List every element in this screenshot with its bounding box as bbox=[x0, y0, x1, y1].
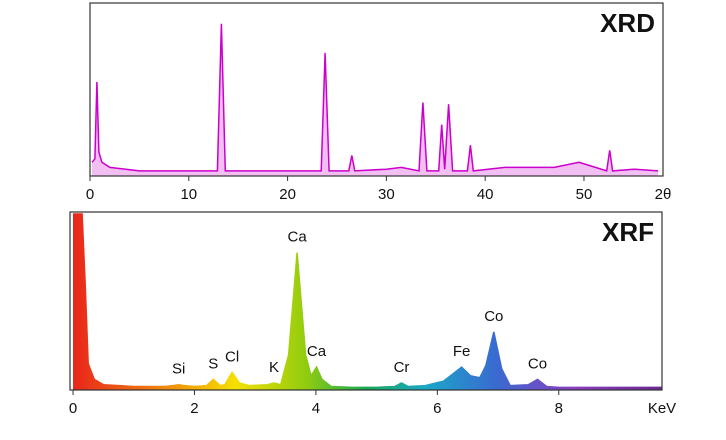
peak-label: Ca bbox=[307, 343, 327, 360]
spectrum-line bbox=[91, 23, 659, 172]
peak-label: S bbox=[208, 355, 218, 372]
chart-title: XRD bbox=[600, 8, 655, 38]
area-fill bbox=[73, 214, 662, 390]
x-tick-label: 10 bbox=[180, 186, 197, 203]
peak-label: K bbox=[269, 359, 279, 376]
x-tick-label: 0 bbox=[86, 186, 94, 203]
peak-label: Cr bbox=[394, 359, 410, 376]
peak-label: Co bbox=[528, 355, 547, 372]
x-tick-label: 30 bbox=[378, 186, 395, 203]
x-tick-label: 2 bbox=[190, 400, 198, 417]
x-axis-label: 2θ bbox=[655, 186, 672, 203]
x-tick-label: 8 bbox=[555, 400, 563, 417]
x-tick-label: 4 bbox=[312, 400, 320, 417]
x-tick-label: 40 bbox=[477, 186, 494, 203]
peak-label: Si bbox=[172, 361, 185, 378]
plot-frame bbox=[69, 211, 663, 391]
peak-label: Cl bbox=[225, 348, 239, 365]
x-tick-label: 6 bbox=[433, 400, 441, 417]
x-tick-label: 0 bbox=[69, 400, 77, 417]
peak-label: Ca bbox=[287, 229, 307, 246]
area-fill bbox=[91, 23, 659, 176]
x-tick-label: 20 bbox=[279, 186, 296, 203]
peak-label: Co bbox=[484, 308, 503, 325]
x-axis-label: KeV bbox=[648, 400, 676, 417]
plot-frame bbox=[89, 2, 664, 177]
chart-title: XRF bbox=[602, 217, 654, 247]
spectrum-line bbox=[73, 213, 662, 389]
x-tick-label: 50 bbox=[576, 186, 593, 203]
peak-label: Fe bbox=[453, 343, 471, 360]
